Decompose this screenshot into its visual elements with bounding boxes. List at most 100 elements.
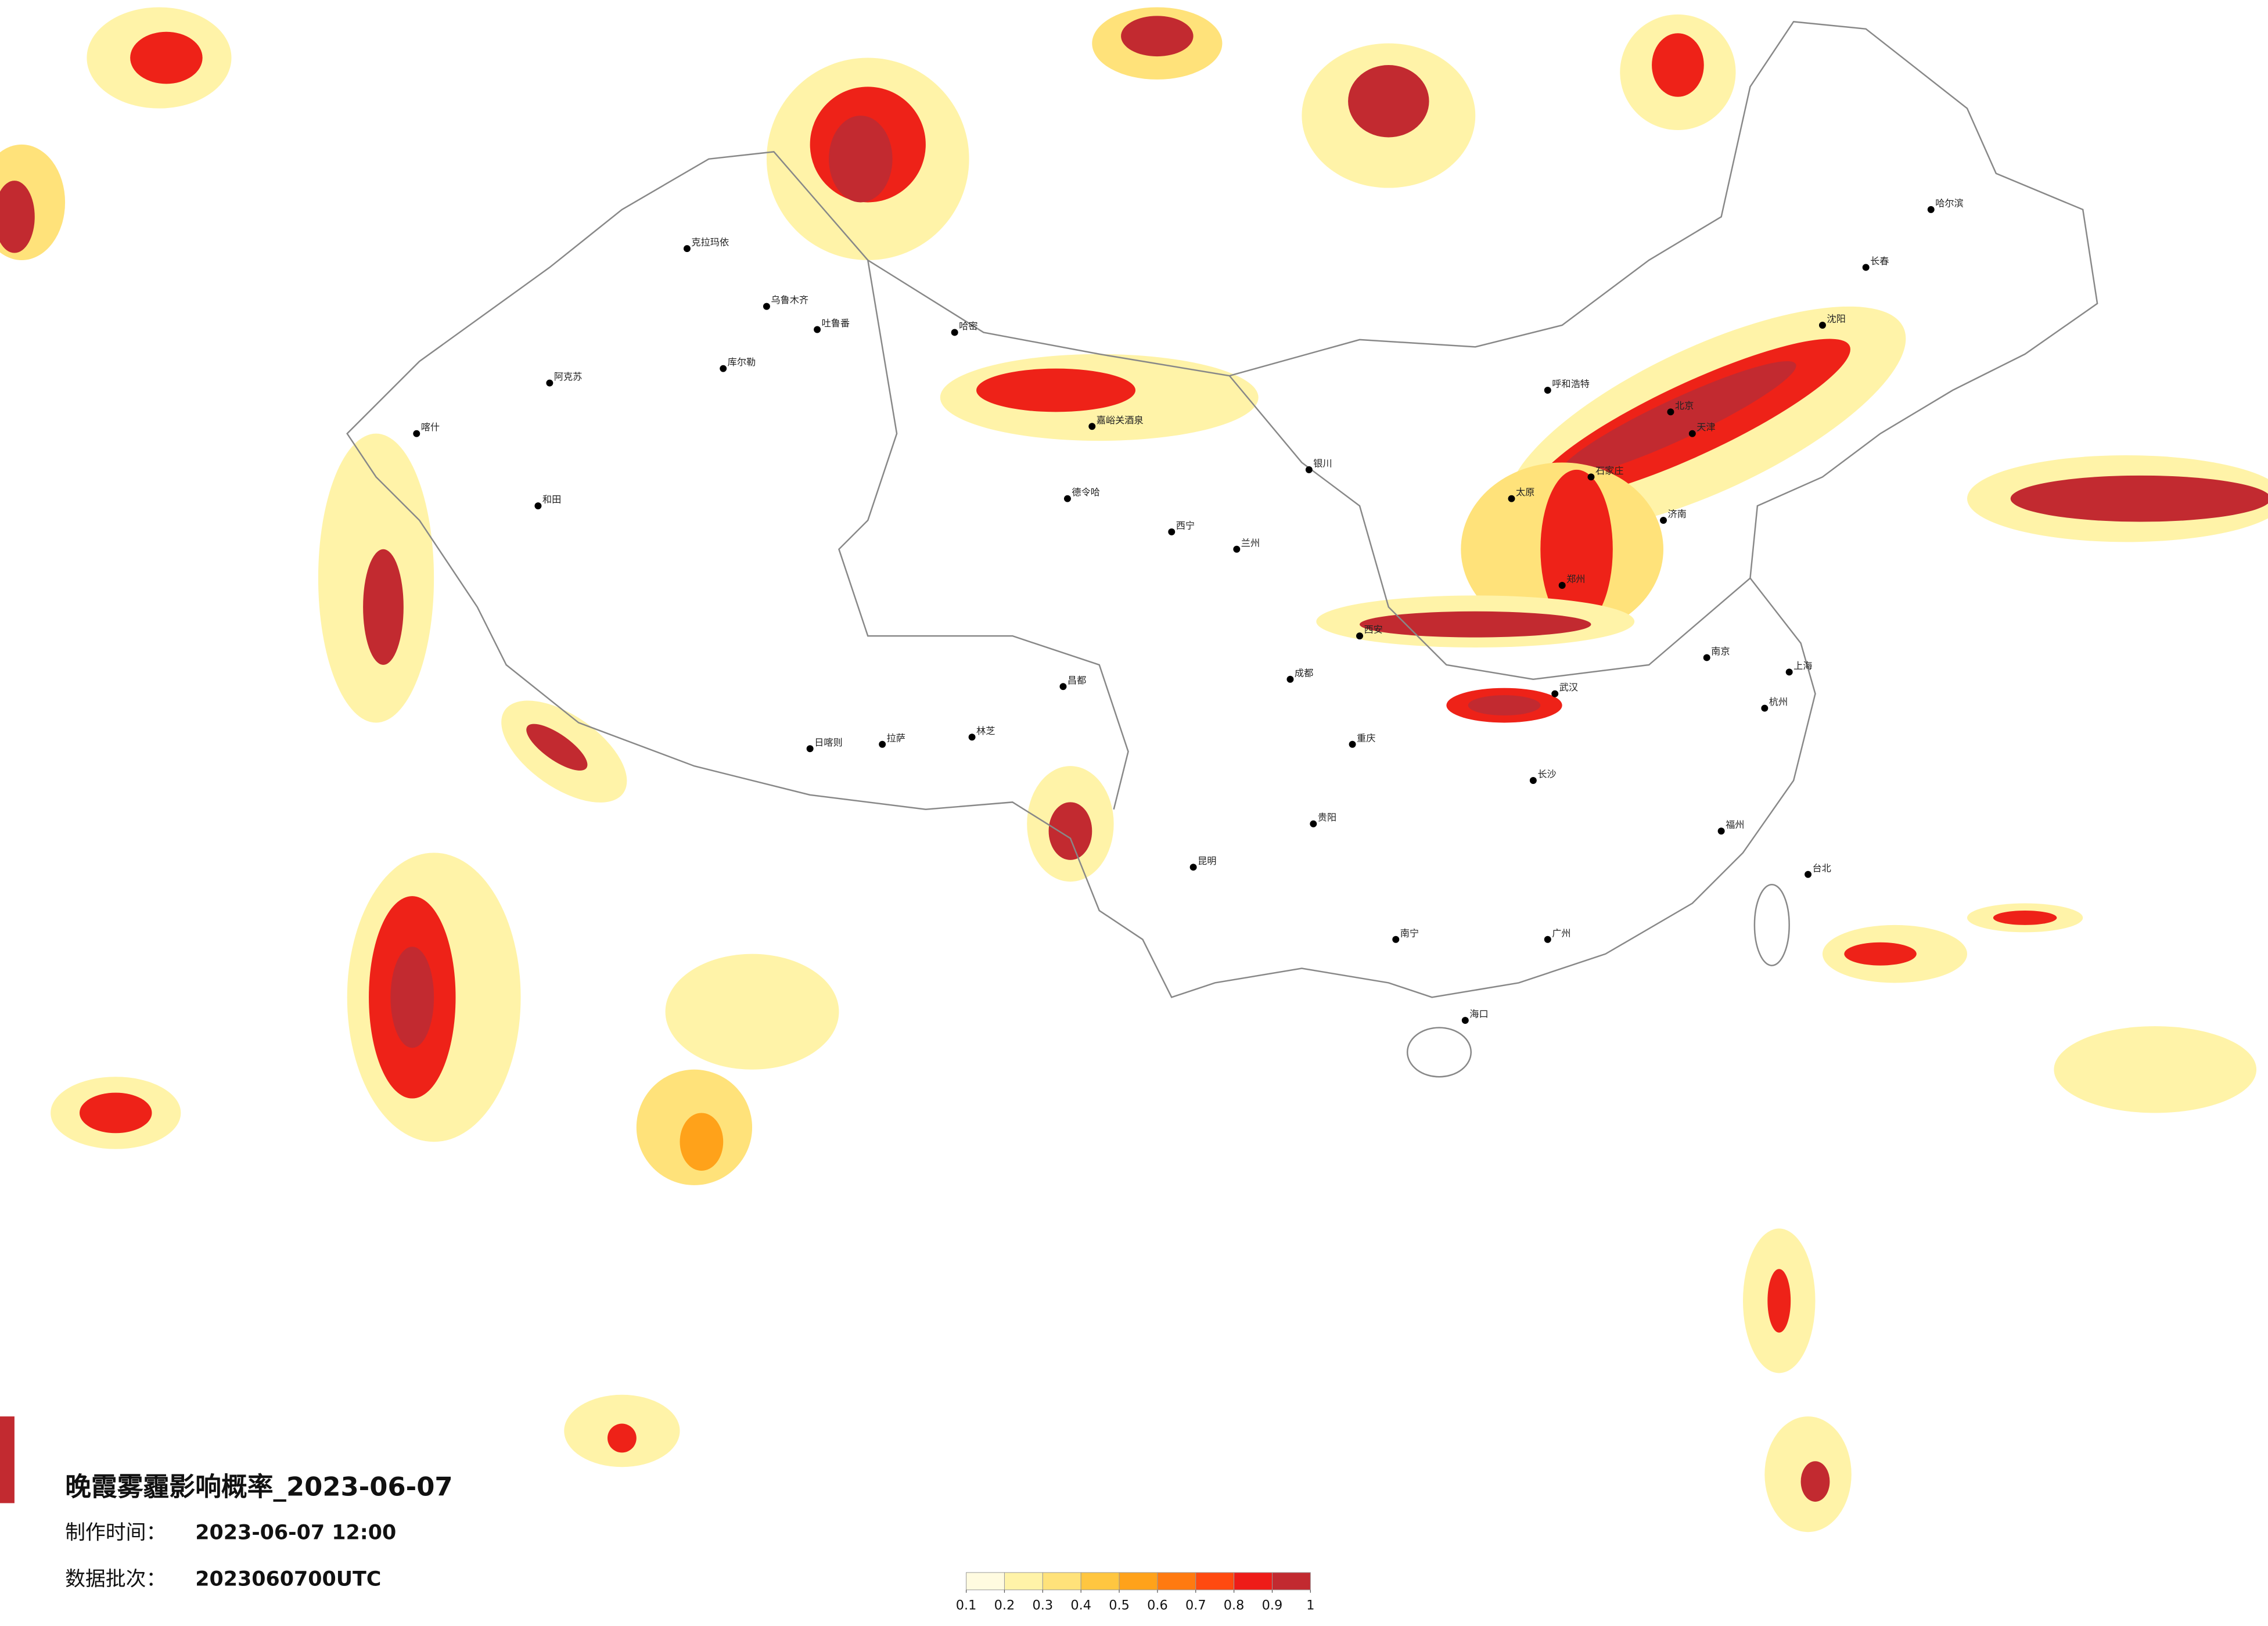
city-label: 乌鲁木齐 bbox=[771, 294, 808, 305]
legend-swatch bbox=[1042, 1572, 1081, 1591]
city-dot bbox=[1305, 466, 1313, 473]
city-dot bbox=[1927, 206, 1935, 213]
legend-tick-label: 1 bbox=[1306, 1598, 1314, 1613]
city-dot bbox=[1508, 495, 1515, 502]
city-dot bbox=[1688, 430, 1696, 437]
city-label: 哈密 bbox=[959, 321, 977, 332]
city-dot bbox=[1544, 387, 1551, 394]
city-dot bbox=[1529, 777, 1537, 784]
legend-tick-label: 0.8 bbox=[1224, 1598, 1245, 1613]
city-dot bbox=[1063, 495, 1071, 502]
city-label: 嘉峪关酒泉 bbox=[1097, 415, 1144, 426]
city-dot bbox=[1587, 473, 1595, 481]
city-dot bbox=[1349, 740, 1356, 748]
city-dot bbox=[1667, 408, 1674, 416]
city-dot bbox=[1785, 668, 1793, 676]
city-label: 西宁 bbox=[1176, 520, 1195, 531]
legend-swatch bbox=[1157, 1572, 1196, 1591]
legend-tick-label: 0.9 bbox=[1262, 1598, 1283, 1613]
legend-swatch bbox=[1119, 1572, 1158, 1591]
city-dot bbox=[1233, 545, 1241, 553]
city-label: 福州 bbox=[1726, 819, 1744, 830]
city-label: 库尔勒 bbox=[728, 357, 756, 368]
city-label: 沈阳 bbox=[1827, 314, 1845, 325]
city-dot bbox=[720, 365, 727, 372]
city-label: 石家庄 bbox=[1595, 465, 1624, 476]
city-dot bbox=[879, 740, 886, 748]
city-dot bbox=[1356, 632, 1363, 640]
production-time-value: 2023-06-07 12:00 bbox=[195, 1521, 396, 1545]
production-time-label: 制作时间： bbox=[65, 1521, 166, 1545]
legend-tick-label: 0.3 bbox=[1033, 1598, 1054, 1613]
city-label: 贵阳 bbox=[1318, 812, 1336, 823]
city-dot bbox=[1189, 864, 1197, 871]
city-label: 太原 bbox=[1516, 487, 1534, 498]
city-label: 海口 bbox=[1469, 1009, 1488, 1020]
city-label: 杭州 bbox=[1769, 696, 1788, 707]
city-label: 阿克苏 bbox=[554, 371, 583, 382]
city-dot bbox=[1551, 690, 1559, 697]
city-dot bbox=[968, 733, 976, 741]
data-batch-label: 数据批次： bbox=[65, 1567, 166, 1591]
city-label: 长春 bbox=[1870, 256, 1889, 267]
city-dot bbox=[1761, 704, 1769, 712]
city-label: 银川 bbox=[1313, 458, 1332, 469]
city-label: 兰州 bbox=[1241, 537, 1260, 548]
city-dot bbox=[546, 379, 553, 387]
city-label: 北京 bbox=[1675, 400, 1694, 411]
legend-tick-label: 0.4 bbox=[1070, 1598, 1091, 1613]
city-dot bbox=[763, 303, 770, 310]
boundaries bbox=[346, 21, 2098, 1078]
city-label: 南宁 bbox=[1400, 927, 1419, 938]
city-dot bbox=[1392, 936, 1400, 943]
legend-swatch bbox=[1195, 1572, 1235, 1591]
city-label: 德令哈 bbox=[1072, 487, 1100, 498]
probability-field bbox=[0, 7, 2268, 1533]
legend-swatch bbox=[966, 1572, 1005, 1591]
city-dot bbox=[1862, 264, 1870, 271]
legend-swatch bbox=[1234, 1572, 1273, 1591]
city-dot bbox=[806, 745, 814, 753]
city-dot bbox=[1805, 870, 1812, 878]
city-dot bbox=[683, 245, 691, 253]
city-label: 克拉玛依 bbox=[691, 237, 729, 248]
city-dot bbox=[1088, 423, 1096, 430]
legend-swatch bbox=[1080, 1572, 1120, 1591]
city-dot bbox=[1310, 820, 1317, 828]
legend-tick-label: 0.6 bbox=[1147, 1598, 1168, 1613]
city-dot bbox=[1660, 517, 1667, 524]
city-label: 林芝 bbox=[976, 725, 995, 736]
legend-swatch bbox=[1271, 1572, 1311, 1591]
legend-tick-label: 0.2 bbox=[994, 1598, 1015, 1613]
city-dot bbox=[1703, 654, 1710, 661]
city-label: 上海 bbox=[1793, 660, 1812, 671]
city-label: 喀什 bbox=[421, 422, 440, 433]
city-label: 拉萨 bbox=[887, 732, 905, 743]
city-dot bbox=[1558, 582, 1566, 589]
city-label: 成都 bbox=[1295, 667, 1313, 678]
city-label: 济南 bbox=[1667, 509, 1686, 520]
legend-swatch bbox=[1004, 1572, 1043, 1591]
city-label: 天津 bbox=[1696, 422, 1715, 433]
city-label: 昌都 bbox=[1067, 675, 1086, 686]
city-dot bbox=[1461, 1017, 1469, 1024]
data-batch-value: 2023060700UTC bbox=[195, 1567, 381, 1591]
city-dot bbox=[1286, 675, 1294, 683]
city-dot bbox=[1818, 322, 1826, 329]
city-label: 长沙 bbox=[1537, 769, 1556, 780]
legend: 0.1 0.2 0.3 0.4 0.5 0.6 0.7 0.8 0.9 1 bbox=[956, 1572, 1314, 1613]
legend-tick-label: 0.5 bbox=[1109, 1598, 1130, 1613]
city-label: 呼和浩特 bbox=[1552, 379, 1590, 390]
city-dot bbox=[814, 326, 821, 333]
city-dot bbox=[951, 329, 958, 336]
legend-tick-label: 0.1 bbox=[956, 1598, 977, 1613]
city-label: 重庆 bbox=[1357, 732, 1375, 743]
city-dot bbox=[1168, 528, 1176, 535]
city-label: 西安 bbox=[1364, 624, 1382, 635]
city-label: 哈尔滨 bbox=[1935, 197, 1964, 208]
city-label: 和田 bbox=[542, 494, 561, 505]
city-dot bbox=[1544, 936, 1551, 943]
